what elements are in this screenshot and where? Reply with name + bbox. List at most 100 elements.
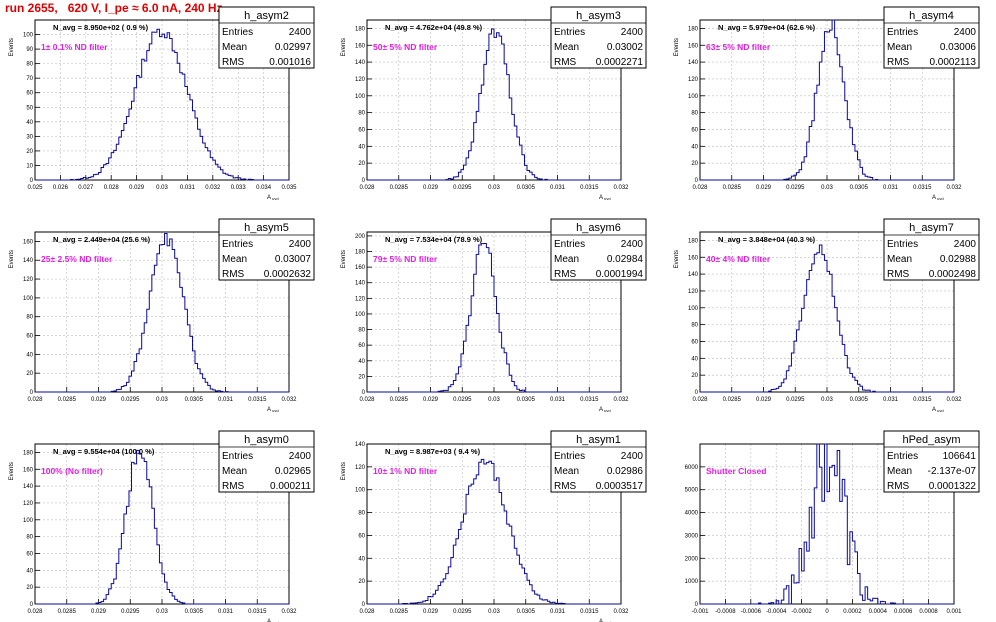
y-tick-label: 0 bbox=[362, 178, 366, 184]
y-tick-label: 60 bbox=[26, 91, 33, 97]
histogram-line bbox=[35, 28, 289, 181]
y-tick-label: 120 bbox=[688, 77, 699, 83]
filter-label: 1± 0.1% ND filter bbox=[41, 42, 108, 52]
y-tick-label: 200 bbox=[355, 234, 366, 240]
y-tick-label: 0 bbox=[695, 602, 699, 608]
stats-box: hPed_asym Entries 106641 Mean -2.137e-07 RMS 0… bbox=[883, 430, 980, 493]
histogram-name: h_asym1 bbox=[576, 434, 621, 446]
histogram-line bbox=[700, 443, 954, 605]
stat-key: Mean bbox=[554, 254, 579, 265]
plot-frame bbox=[34, 443, 290, 605]
x-tick-label: 0.026 bbox=[53, 185, 69, 191]
plot-frame bbox=[34, 19, 290, 181]
y-tick-label: 180 bbox=[355, 26, 366, 32]
x-tick-label: 0.034 bbox=[256, 185, 272, 191]
stats-box-frame bbox=[550, 218, 647, 281]
y-tick-label: 60 bbox=[26, 334, 33, 340]
navg-label: N_avg = 8.987e+03 ( 9.4 %) bbox=[385, 447, 481, 456]
y-axis-title: Events bbox=[9, 38, 15, 56]
histogram-line bbox=[700, 19, 954, 181]
y-tick-label: 20 bbox=[691, 161, 698, 167]
plot-frame bbox=[366, 231, 622, 393]
y-tick-label: 50 bbox=[26, 105, 33, 111]
plot-frame bbox=[699, 19, 955, 181]
y-tick-label: 5000 bbox=[685, 488, 699, 494]
y-tick-label: 180 bbox=[23, 450, 34, 456]
y-tick-label: 100 bbox=[23, 33, 34, 39]
histogram-name: h_asym6 bbox=[576, 222, 621, 234]
x-tick-label: 0.03 bbox=[488, 397, 500, 403]
y-tick-label: 3000 bbox=[685, 533, 699, 539]
stat-value: 0.001016 bbox=[269, 57, 311, 68]
x-tick-label: 0.031 bbox=[550, 185, 566, 191]
stat-key: Entries bbox=[222, 239, 253, 250]
y-tick-label: 60 bbox=[691, 127, 698, 133]
y-tick-label: 80 bbox=[691, 111, 698, 117]
x-tick-label: 0.029 bbox=[423, 397, 439, 403]
x-axis-title: A uvd bbox=[267, 195, 279, 201]
y-tick-label: 100 bbox=[688, 94, 699, 100]
x-tick-label: 0.0315 bbox=[248, 397, 267, 403]
y-tick-label: 60 bbox=[26, 551, 33, 557]
x-tick-label: 0.03 bbox=[821, 397, 833, 403]
y-tick-label: 0 bbox=[362, 602, 366, 608]
x-tick-label: 0.032 bbox=[613, 397, 629, 403]
stat-value: 0.0002632 bbox=[264, 269, 312, 280]
x-tick-label: 0.0315 bbox=[913, 185, 932, 191]
filter-label: 10± 1% ND filter bbox=[373, 466, 438, 476]
histogram-name: h_asym2 bbox=[244, 10, 289, 22]
histogram-line bbox=[367, 243, 621, 393]
stat-key: RMS bbox=[887, 269, 910, 280]
x-tick-label: 0.031 bbox=[883, 397, 899, 403]
x-tick-label: 0.03 bbox=[156, 609, 168, 615]
stat-key: Mean bbox=[222, 254, 247, 265]
y-tick-label: 40 bbox=[691, 356, 698, 362]
stat-value: 0.0001994 bbox=[596, 269, 644, 280]
y-tick-label: 80 bbox=[358, 328, 365, 334]
histogram-name: h_asym0 bbox=[244, 434, 289, 446]
x-tick-label: 0.0004 bbox=[869, 609, 888, 615]
stat-value: 2400 bbox=[289, 27, 312, 38]
x-tick-label: 0.032 bbox=[613, 185, 629, 191]
y-tick-label: 100 bbox=[23, 296, 34, 302]
filter-label: 40± 4% ND filter bbox=[706, 254, 771, 264]
stats-box: h_asym1 Entries 2400 Mean 0.02986 RMS 0.000351… bbox=[550, 430, 647, 493]
x-tick-label: 0.0305 bbox=[185, 609, 204, 615]
y-axis-title: Events bbox=[341, 462, 347, 480]
x-tick-label: 0.0295 bbox=[453, 609, 472, 615]
x-tick-label: 0.03 bbox=[488, 185, 500, 191]
y-tick-label: 100 bbox=[355, 94, 366, 100]
stat-key: Mean bbox=[554, 466, 579, 477]
x-tick-label: 0.0295 bbox=[453, 397, 472, 403]
histogram-panel-hPed_asym: -0.001 -0.0008 -0.0006 -0.0004 -0.0002 0 0.000… bbox=[685, 430, 980, 615]
histogram-panel-h_asym2: 0.025 0.026 0.027 0.028 0.029 0.03 0.031 0.032 0… bbox=[9, 6, 315, 201]
x-tick-label: 0.028 bbox=[359, 397, 375, 403]
x-tick-label: 0.0315 bbox=[580, 185, 599, 191]
x-tick-label: 0.0285 bbox=[390, 185, 409, 191]
histogram-line bbox=[35, 233, 289, 393]
x-tick-label: 0.0305 bbox=[517, 609, 536, 615]
filter-label: 79± 5% ND filter bbox=[373, 254, 438, 264]
x-tick-label: 0.0285 bbox=[723, 185, 742, 191]
x-tick-label: 0.029 bbox=[423, 609, 439, 615]
x-tick-label: 0.0295 bbox=[786, 397, 805, 403]
y-tick-label: 160 bbox=[355, 43, 366, 49]
plot-frame bbox=[699, 231, 955, 393]
x-tick-label: 0.0315 bbox=[580, 397, 599, 403]
navg-label: N_avg = 7.534e+04 (78.9 %) bbox=[385, 235, 483, 244]
stat-value: 0.02988 bbox=[940, 254, 977, 265]
plot-frame bbox=[366, 19, 622, 181]
y-tick-label: 40 bbox=[26, 120, 33, 126]
x-tick-label: 0.0006 bbox=[894, 609, 913, 615]
y-tick-label: 0 bbox=[30, 178, 34, 184]
y-tick-label: 40 bbox=[691, 144, 698, 150]
x-tick-label: 0.031 bbox=[218, 397, 234, 403]
x-tick-label: 0.032 bbox=[281, 609, 297, 615]
y-axis-title: Events bbox=[674, 38, 680, 56]
y-tick-label: 160 bbox=[23, 239, 34, 245]
stats-box-frame bbox=[550, 6, 647, 69]
stat-value: 106641 bbox=[943, 451, 977, 462]
y-tick-label: 100 bbox=[23, 518, 34, 524]
y-tick-label: 0 bbox=[30, 390, 34, 396]
x-tick-label: 0.0285 bbox=[58, 609, 77, 615]
